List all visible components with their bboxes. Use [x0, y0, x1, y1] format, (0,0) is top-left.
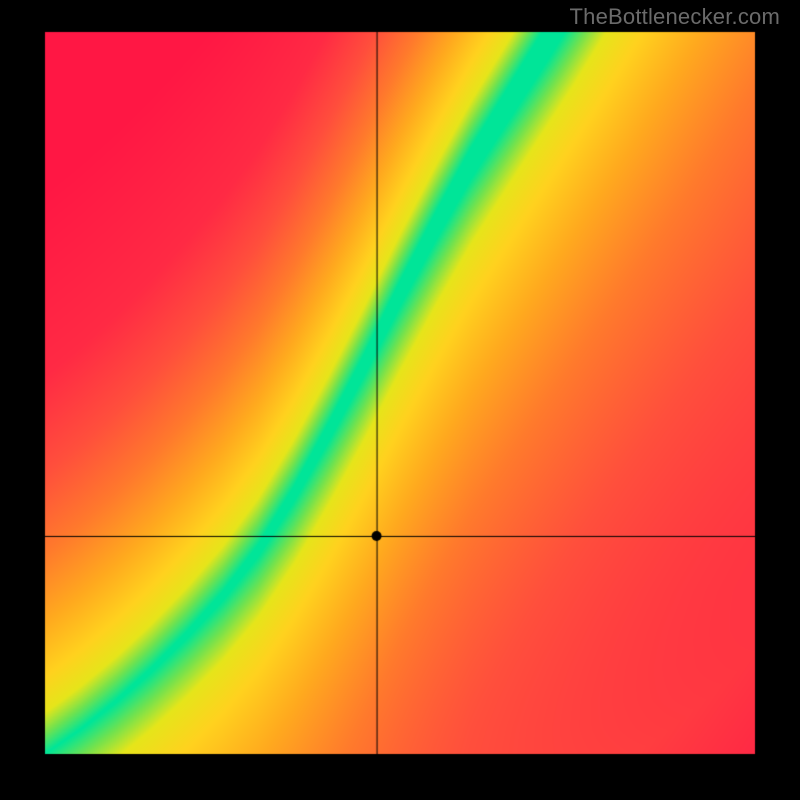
chart-container: TheBottlenecker.com	[0, 0, 800, 800]
watermark-text: TheBottlenecker.com	[570, 4, 780, 30]
bottleneck-heatmap	[0, 0, 800, 800]
